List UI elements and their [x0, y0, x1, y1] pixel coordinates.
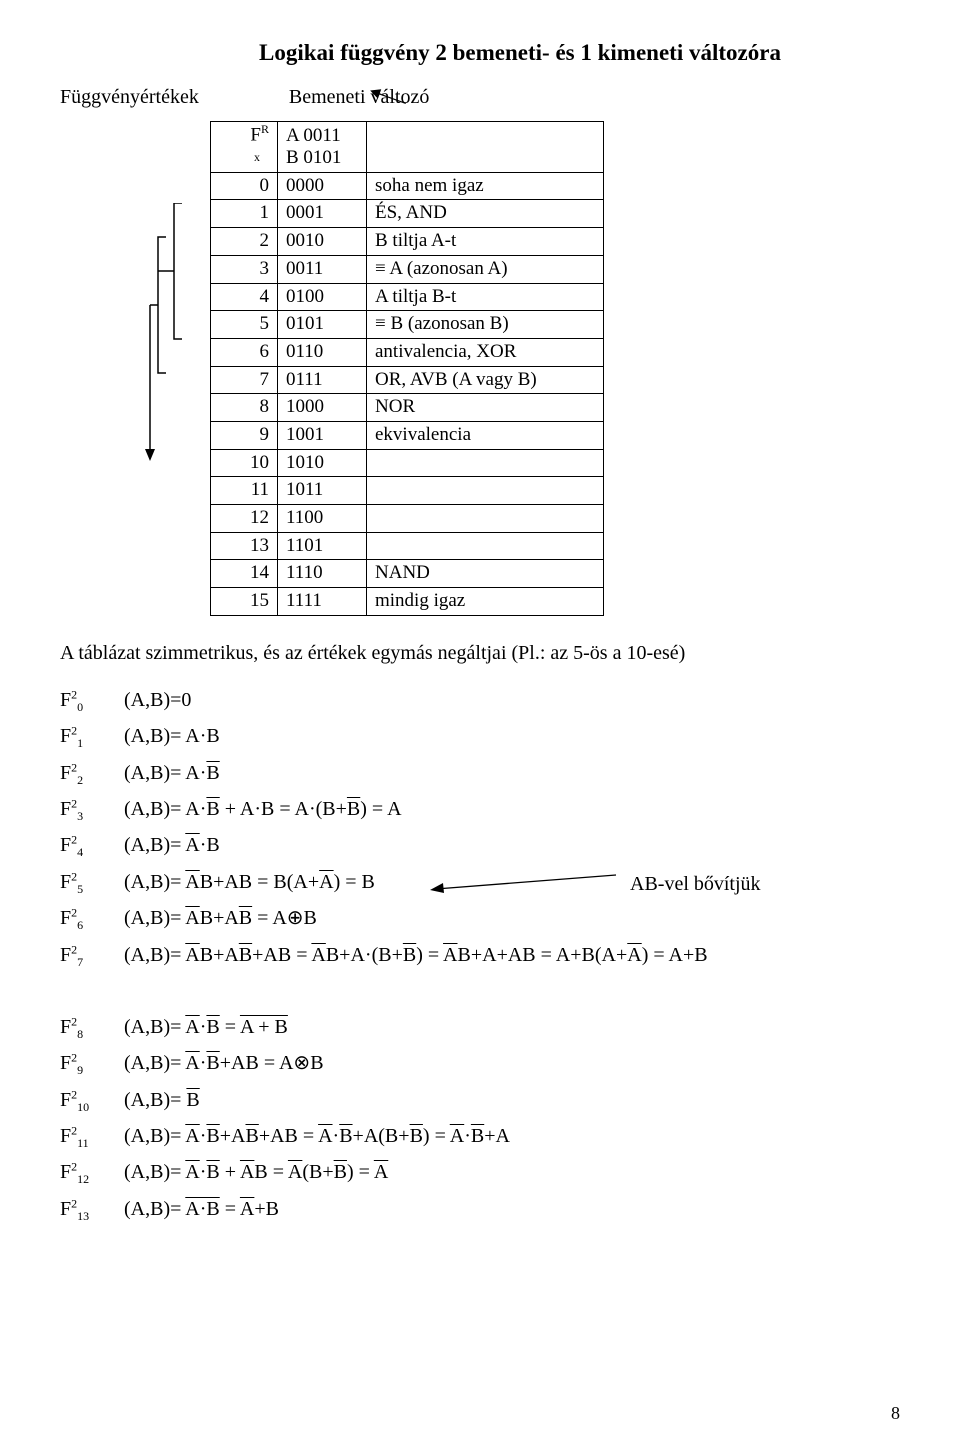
bracket-icon: [122, 203, 204, 489]
truth-table: FRFx A 0011B 0101 00000soha nem igaz 100…: [210, 121, 604, 616]
table-row: 141110NAND: [211, 560, 604, 588]
eq-f13: F213(A,B)= A·B = A+B: [60, 1192, 900, 1226]
table-row: 121100: [211, 505, 604, 533]
arrow-container: Függvényértékek Bemeneti változó: [60, 86, 900, 109]
table-row: 70111OR, AVB (A vagy B): [211, 366, 604, 394]
eq-f3: F23(A,B)= A·B + A·B = A·(B+B) = A: [60, 792, 900, 826]
eq-f12: F212(A,B)= A·B + AB = A(B+B) = A: [60, 1155, 900, 1189]
eq-f10: F210(A,B)= B: [60, 1083, 900, 1117]
table-row: 101010: [211, 449, 604, 477]
table-row: 00000soha nem igaz: [211, 172, 604, 200]
table-row: 20010B tiltja A-t: [211, 228, 604, 256]
table-row: 111011: [211, 477, 604, 505]
equations-block-1: F20(A,B)=0 F21(A,B)= A·B F22(A,B)= A·B F…: [60, 683, 900, 972]
ab-note: AB-vel bővítjük: [630, 867, 761, 901]
arrow-icon: [430, 871, 620, 895]
eq-f4: F24(A,B)= A·B: [60, 828, 900, 862]
eq-f8: F28(A,B)= A·B = A + B: [60, 1010, 900, 1044]
label-fuggv: Függvényértékek: [60, 86, 199, 109]
eq-f5: F25(A,B)= AB+AB = B(A+A) = B AB-vel bőví…: [60, 865, 900, 899]
label-bemen: Bemeneti változó: [289, 86, 430, 109]
table-row: 40100A tiltja B-t: [211, 283, 604, 311]
table-row: 50101≡ B (azonosan B): [211, 311, 604, 339]
header-fx: FRFx: [211, 122, 278, 173]
table-row: 151111mindig igaz: [211, 588, 604, 616]
table-row: 81000NOR: [211, 394, 604, 422]
table-header-row: FRFx A 0011B 0101: [211, 122, 604, 173]
table-row: 10001ÉS, AND: [211, 200, 604, 228]
page-number: 8: [891, 1403, 900, 1424]
eq-f9: F29(A,B)= A·B+AB = A⊗B: [60, 1046, 900, 1080]
table-row: 131101: [211, 532, 604, 560]
eq-f6: F26(A,B)= AB+AB = A⊕B: [60, 901, 900, 935]
eq-f2: F22(A,B)= A·B: [60, 756, 900, 790]
header-ab: A 0011B 0101: [278, 122, 367, 173]
header-empty: [367, 122, 604, 173]
page-title: Logikai függvény 2 bemeneti- és 1 kimene…: [140, 40, 900, 66]
table-row: 60110antivalencia, XOR: [211, 338, 604, 366]
eq-f0: F20(A,B)=0: [60, 683, 900, 717]
table-row: 30011≡ A (azonosan A): [211, 255, 604, 283]
eq-f7: F27(A,B)= AB+AB+AB = AB+A·(B+B) = AB+A+A…: [60, 938, 900, 972]
table-row: 91001ekvivalencia: [211, 421, 604, 449]
eq-f11: F211(A,B)= A·B+AB+AB = A·B+A(B+B) = A·B+…: [60, 1119, 900, 1153]
eq-f1: F21(A,B)= A·B: [60, 719, 900, 753]
symmetry-note: A táblázat szimmetrikus, és az értékek e…: [60, 642, 900, 665]
equations-block-2: F28(A,B)= A·B = A + B F29(A,B)= A·B+AB =…: [60, 1010, 900, 1226]
